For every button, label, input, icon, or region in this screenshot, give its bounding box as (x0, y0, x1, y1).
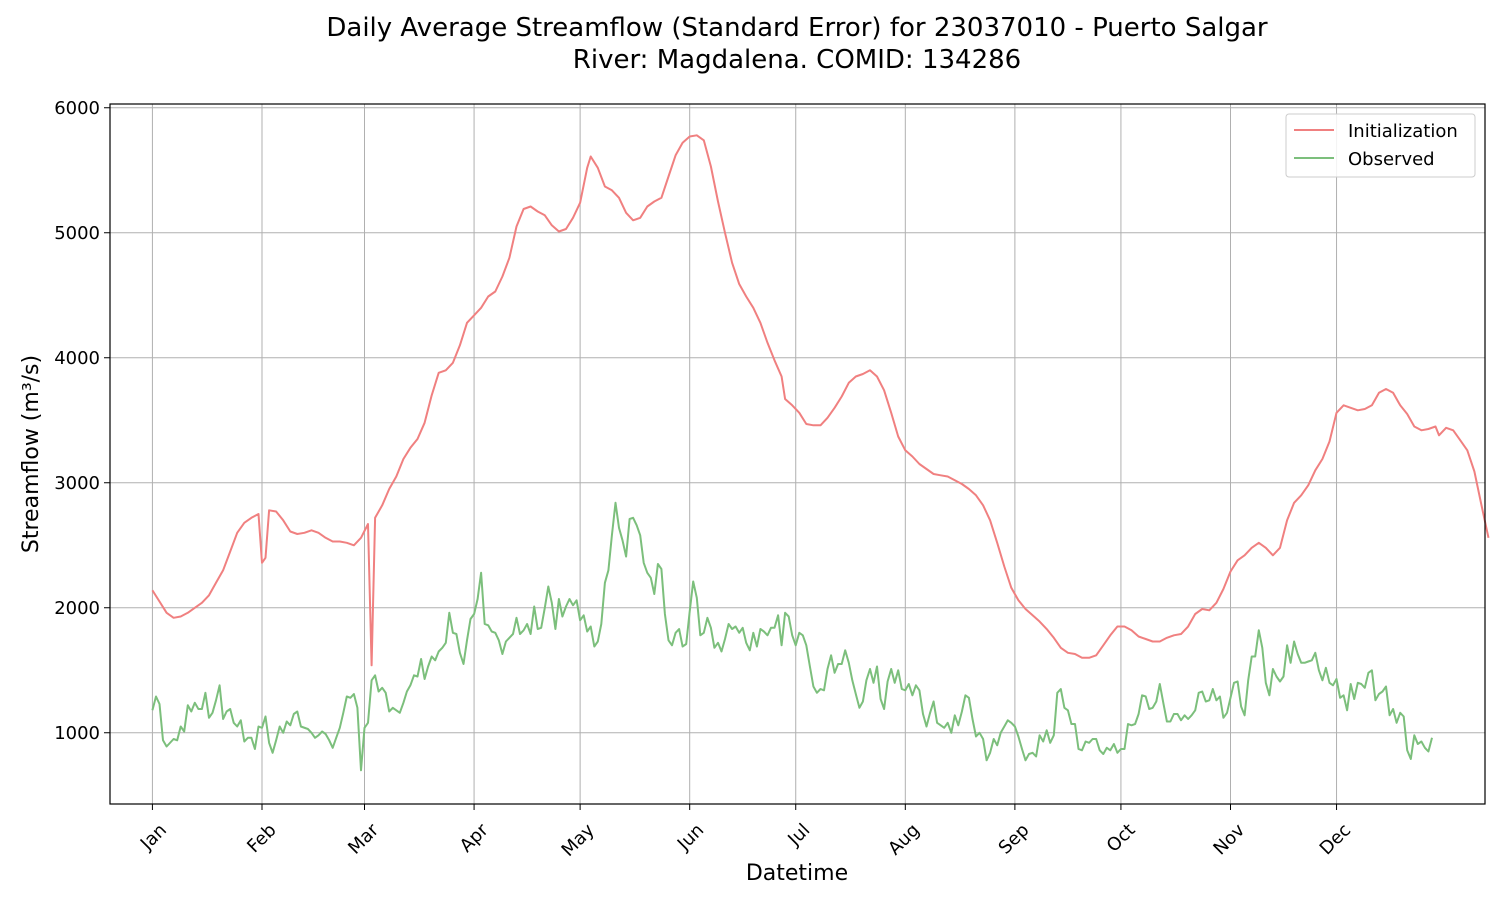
chart-title-line2: River: Magdalena. COMID: 134286 (573, 45, 1021, 75)
y-tick-label: 4000 (54, 348, 100, 369)
x-tick-label: Feb (243, 820, 280, 857)
y-tick-label: 6000 (54, 98, 100, 119)
y-tick-label: 2000 (54, 598, 100, 619)
legend-label-initialization: Initialization (1348, 121, 1458, 142)
x-tick-label: Apr (456, 819, 493, 856)
grid-lines (110, 104, 1485, 804)
x-tick-label: Sep (995, 820, 1034, 859)
x-tick-label: Dec (1316, 820, 1355, 859)
series-line-observed (151, 501, 1433, 772)
series-line-initialization (151, 134, 1490, 667)
legend: Initialization Observed (1285, 113, 1476, 178)
legend-label-observed: Observed (1348, 149, 1435, 170)
x-tick-label: Nov (1209, 819, 1249, 859)
chart-title-line1: Daily Average Streamflow (Standard Error… (326, 13, 1268, 43)
plot-area-frame (109, 103, 1486, 805)
x-tick-label: Jan (136, 820, 171, 855)
x-axis-label: Datetime (746, 861, 848, 886)
x-tick-label: Mar (344, 819, 383, 858)
x-tick-label: Oct (1103, 820, 1140, 857)
x-tick-label: Jun (673, 820, 708, 855)
series-lines (151, 134, 1490, 772)
y-tick-label: 5000 (54, 223, 100, 244)
y-tick-label: 1000 (54, 723, 100, 744)
y-axis-ticks: 1000 2000 3000 4000 5000 6000 (54, 98, 110, 744)
x-tick-label: May (558, 819, 599, 860)
x-axis-ticks: Jan Feb Mar Apr May Jun Jul Aug Sep Oct Nov Dec (136, 804, 1355, 861)
y-tick-label: 3000 (54, 473, 100, 494)
x-tick-label: Jul (783, 820, 814, 851)
y-axis-label: Streamflow (m³/s) (19, 355, 44, 553)
x-tick-label: Aug (884, 820, 924, 860)
